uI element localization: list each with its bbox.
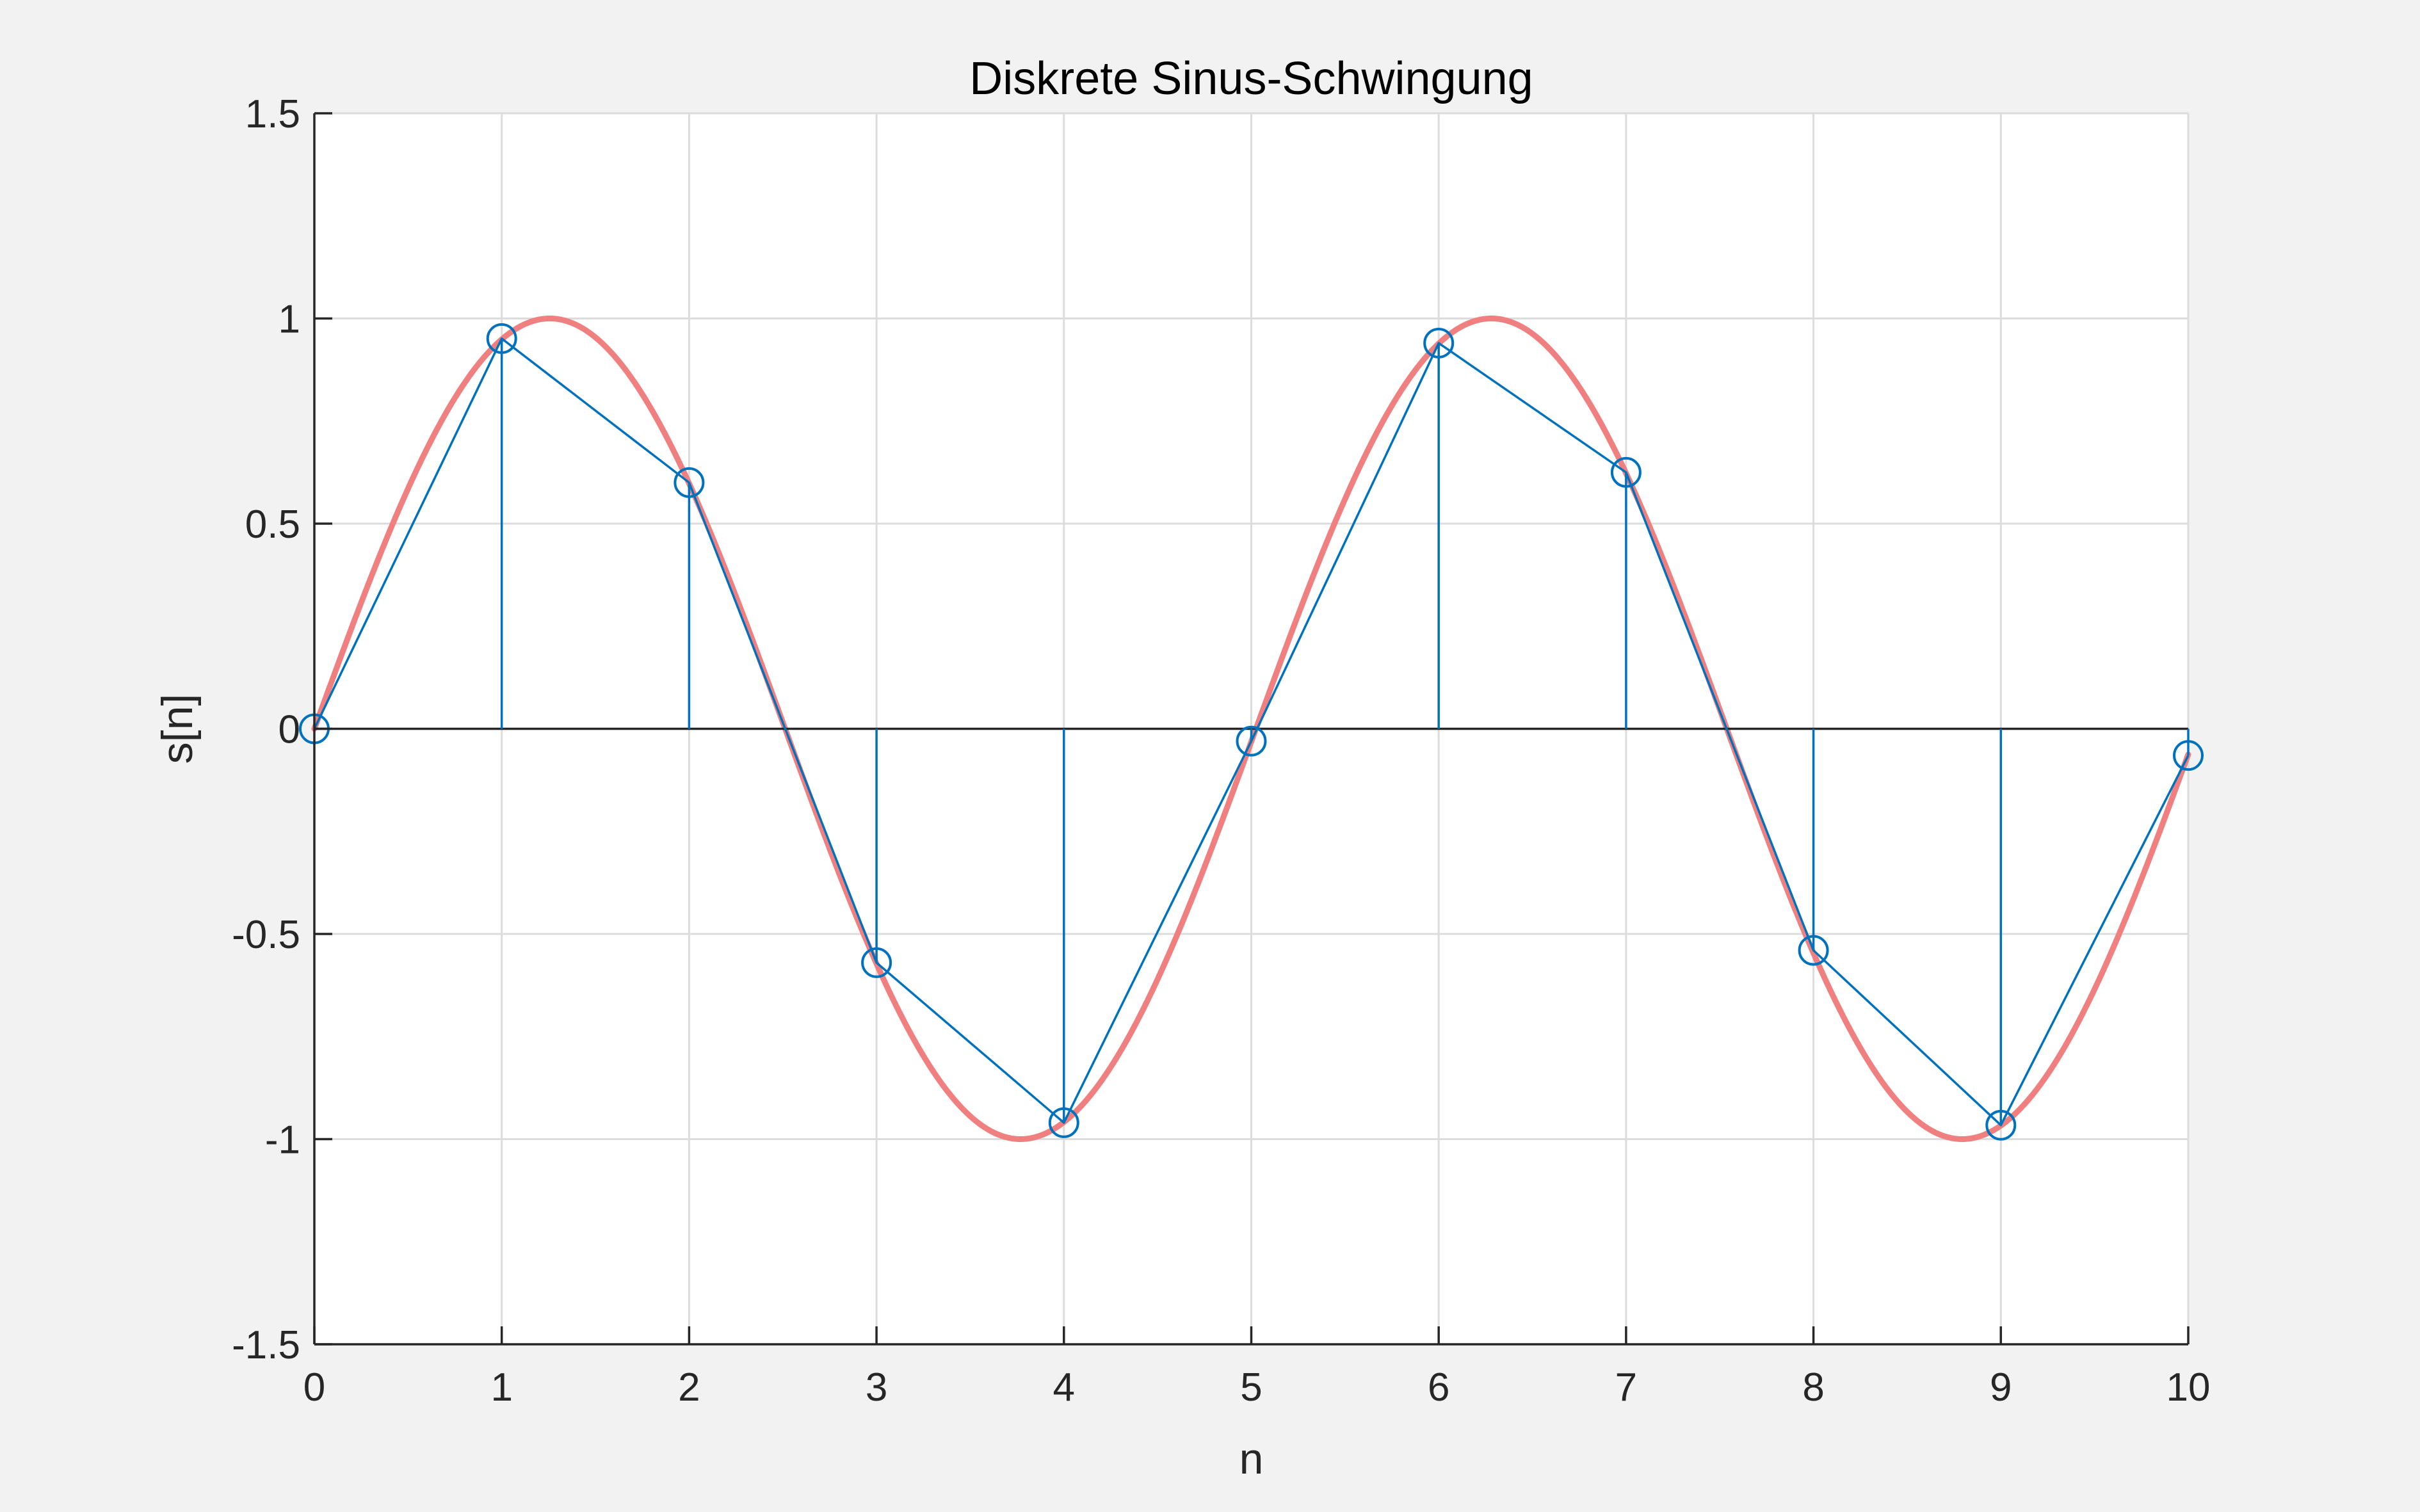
x-tick-label: 8 (1802, 1365, 1824, 1410)
y-axis-label: s[n] (153, 694, 202, 764)
tick-labels: 0 1 2 3 4 5 6 7 8 9 10 1.5 1 0.5 0 -0.5 -1 -1.5 (232, 92, 2210, 1410)
y-tick-label: 1.5 (245, 92, 300, 136)
y-tick-label: 0.5 (245, 503, 300, 547)
chart-title: Diskrete Sinus-Schwingung (969, 53, 1533, 104)
y-tick-label: -1 (265, 1118, 300, 1162)
x-tick-label: 10 (2166, 1365, 2211, 1410)
y-tick-label: 0 (278, 708, 300, 752)
sample-marker (674, 467, 705, 498)
sample-marker (1798, 935, 1829, 966)
x-tick-label: 1 (490, 1365, 512, 1410)
x-tick-label: 2 (678, 1365, 700, 1410)
sample-marker (1236, 725, 1267, 757)
sample-marker (1048, 1107, 1079, 1138)
x-tick-label: 5 (1240, 1365, 1262, 1410)
sample-connecting-line (313, 337, 2190, 1127)
x-tick-label: 0 (303, 1365, 325, 1410)
sample-marker (1423, 327, 1455, 358)
sample-marker (1610, 456, 1642, 488)
x-tick-label: 3 (866, 1365, 887, 1410)
x-tick-label: 7 (1615, 1365, 1637, 1410)
y-tick-label: -0.5 (232, 913, 300, 957)
x-tick-label: 6 (1428, 1365, 1449, 1410)
y-tick-label: 1 (278, 298, 300, 342)
sample-marker (2173, 740, 2204, 771)
sample-marker (861, 947, 892, 978)
x-tick-label: 4 (1053, 1365, 1075, 1410)
y-tick-label: -1.5 (232, 1323, 300, 1367)
sample-marker (486, 323, 517, 354)
x-axis-label: n (1239, 1435, 1264, 1483)
sample-marker (1985, 1109, 2017, 1141)
x-tick-label: 9 (1990, 1365, 2012, 1410)
